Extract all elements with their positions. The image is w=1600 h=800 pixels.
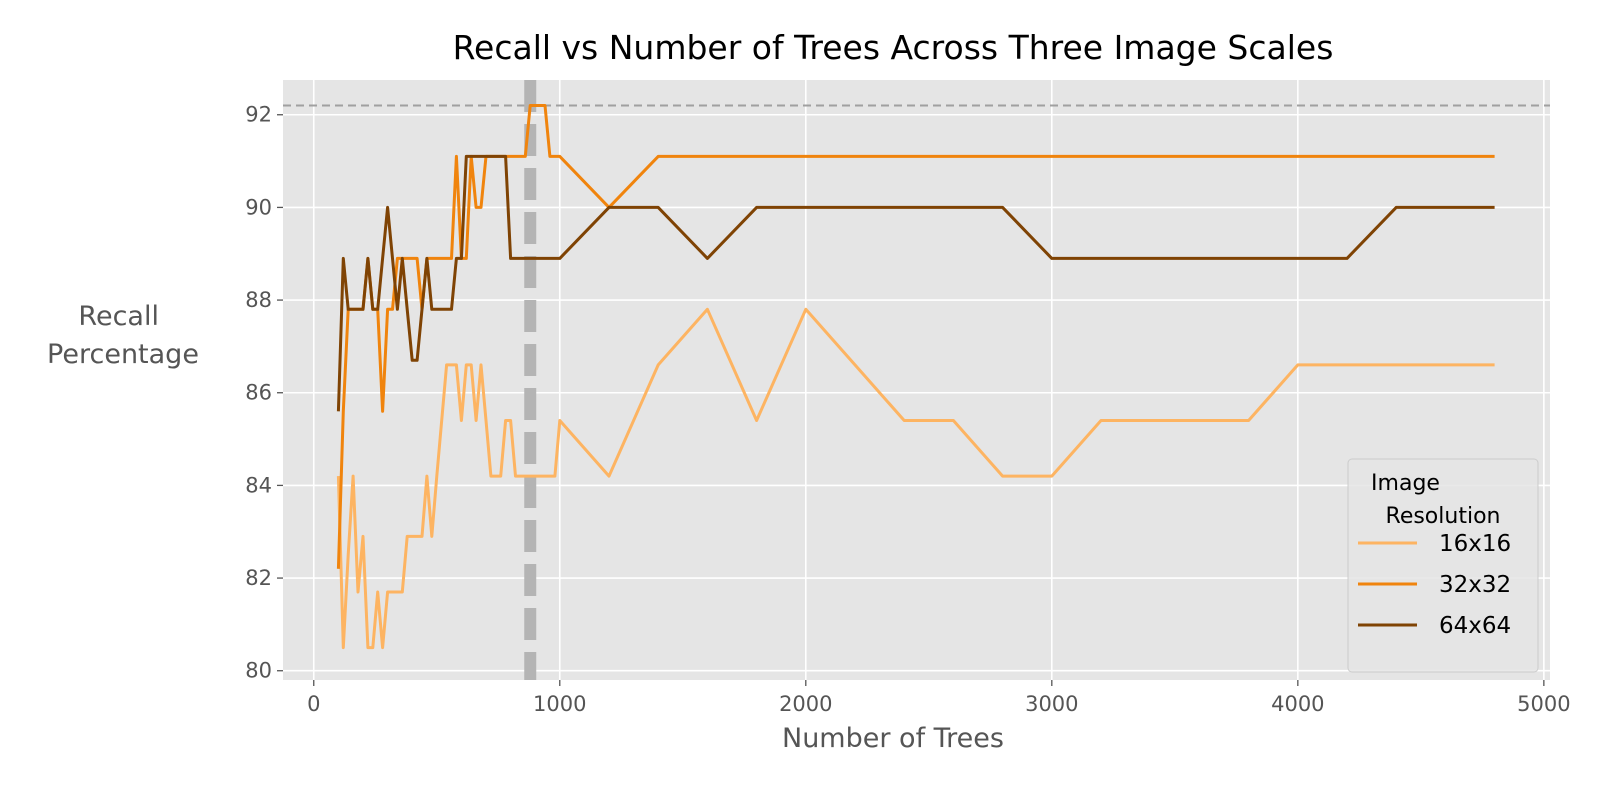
grid-lines: [283, 80, 1550, 680]
y-axis-label-line-1: Recall: [78, 301, 159, 332]
tick-labels: 0 1000 2000 3000 4000 5000 80 82 84 86 88 90 92: [245, 103, 1570, 716]
y-tick-label: 90: [245, 195, 272, 219]
series-line-16x16: [336, 307, 1495, 650]
y-tick-label: 84: [245, 473, 272, 497]
x-tick-label: 3000: [1025, 692, 1078, 716]
series-line-64x64: [336, 154, 1495, 412]
legend-title: Image Resolution: [1371, 471, 1500, 529]
y-tick-label: 92: [245, 103, 272, 127]
y-tick-label: 82: [245, 566, 272, 590]
legend-items: 16x16 32x32 64x64: [1358, 531, 1511, 639]
legend: Image Resolution 16x16 32x32 64x64: [1347, 458, 1539, 673]
x-tick-label: 4000: [1271, 692, 1324, 716]
x-tick-label: 2000: [779, 692, 832, 716]
y-axis-label: Recall Percentage: [47, 301, 199, 370]
legend-title-line-1: Image: [1371, 471, 1440, 496]
legend-box: [1347, 458, 1539, 673]
y-axis-label-line-2: Percentage: [47, 339, 199, 370]
x-axis-label: Number of Trees: [782, 723, 1004, 754]
chart-title: Recall vs Number of Trees Across Three I…: [453, 28, 1334, 67]
legend-label-64x64: 64x64: [1439, 613, 1511, 639]
legend-title-line-2: Resolution: [1386, 504, 1501, 529]
y-tick-label: 80: [245, 659, 272, 683]
y-tick-label: 86: [245, 381, 272, 405]
x-tick-label: 1000: [533, 692, 586, 716]
y-tick-label: 88: [245, 288, 272, 312]
reference-lines: [283, 80, 1550, 680]
legend-label-16x16: 16x16: [1439, 531, 1511, 557]
series-layer: [336, 104, 1495, 650]
legend-label-32x32: 32x32: [1439, 572, 1511, 598]
x-tick-label: 0: [307, 692, 320, 716]
plot-area: [283, 80, 1550, 680]
x-tick-label: 5000: [1517, 692, 1570, 716]
